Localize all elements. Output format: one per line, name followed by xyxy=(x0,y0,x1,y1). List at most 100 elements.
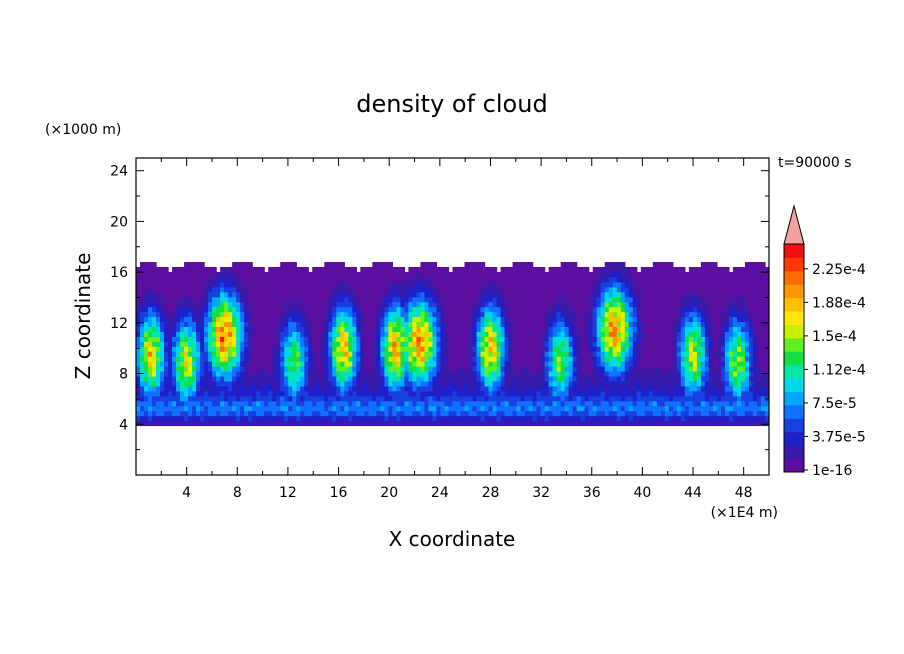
heatmap-cell xyxy=(724,331,730,337)
heatmap-cell xyxy=(640,405,646,412)
heatmap-cell xyxy=(672,370,678,377)
heatmap-cell xyxy=(584,316,590,323)
heatmap-cell xyxy=(744,301,750,308)
heatmap-cell xyxy=(420,341,426,347)
heatmap-cell xyxy=(560,395,566,402)
heatmap-cell xyxy=(292,415,297,422)
heatmap-cell xyxy=(500,395,506,402)
heatmap-cell xyxy=(704,380,710,387)
heatmap-cell xyxy=(704,356,710,362)
heatmap-cell xyxy=(332,331,337,337)
heatmap-cell xyxy=(652,331,658,337)
heatmap-cell xyxy=(284,276,289,283)
heatmap-cell xyxy=(444,341,450,347)
heatmap-cell xyxy=(372,316,377,323)
heatmap-cell xyxy=(480,286,486,293)
heatmap-cell xyxy=(144,366,149,372)
heatmap-cell xyxy=(320,271,325,278)
heatmap-cell xyxy=(500,356,506,362)
heatmap-cell xyxy=(644,316,650,323)
heatmap-cell xyxy=(176,405,181,412)
heatmap-cell xyxy=(572,351,578,357)
heatmap-cell xyxy=(428,281,434,288)
heatmap-cell xyxy=(660,336,666,342)
heatmap-cell xyxy=(292,321,297,327)
heatmap-cell xyxy=(376,276,381,283)
heatmap-cell xyxy=(528,311,534,318)
heatmap-cell xyxy=(264,311,269,318)
heatmap-cell xyxy=(468,370,474,377)
heatmap-cell xyxy=(300,276,305,283)
heatmap-cell xyxy=(248,351,253,357)
heatmap-cell xyxy=(728,370,734,377)
heatmap-cell xyxy=(516,321,522,327)
heatmap-cell xyxy=(572,400,578,407)
heatmap-cell xyxy=(420,390,426,397)
heatmap-cell xyxy=(412,316,418,323)
heatmap-cell xyxy=(696,296,702,303)
heatmap-cell xyxy=(396,301,402,308)
heatmap-cell xyxy=(412,380,418,387)
heatmap-cell xyxy=(576,366,582,372)
heatmap-cell xyxy=(228,341,233,347)
heatmap-cell xyxy=(500,380,506,387)
heatmap-cell xyxy=(156,420,161,427)
heatmap-cell xyxy=(156,415,161,422)
heatmap-cell xyxy=(616,405,622,412)
heatmap-cell xyxy=(404,405,410,412)
heatmap-cell xyxy=(580,400,586,407)
heatmap-cell xyxy=(580,370,586,377)
heatmap-cell xyxy=(744,366,750,372)
heatmap-cell xyxy=(748,311,754,318)
heatmap-cell xyxy=(556,321,562,327)
heatmap-cell xyxy=(724,271,730,278)
heatmap-cell xyxy=(596,296,602,303)
heatmap-cell xyxy=(728,346,734,352)
heatmap-cell xyxy=(428,361,434,367)
heatmap-cell xyxy=(716,326,722,332)
heatmap-cell xyxy=(732,346,738,352)
heatmap-cell xyxy=(272,281,277,288)
heatmap-cell xyxy=(464,366,470,372)
heatmap-cell xyxy=(376,266,381,273)
heatmap-cell xyxy=(560,361,566,367)
heatmap-cell xyxy=(584,366,590,372)
heatmap-cell xyxy=(312,331,317,337)
heatmap-cell xyxy=(488,395,494,402)
heatmap-cell xyxy=(320,336,325,342)
heatmap-cell xyxy=(652,341,658,347)
heatmap-cell xyxy=(740,415,746,422)
heatmap-cell xyxy=(516,356,522,362)
heatmap-cell xyxy=(712,311,718,318)
heatmap-cell xyxy=(712,346,718,352)
heatmap-cell xyxy=(312,326,317,332)
heatmap-cell xyxy=(440,361,446,367)
heatmap-cell xyxy=(212,281,217,288)
heatmap-cell xyxy=(276,271,281,278)
heatmap-cell xyxy=(580,390,586,397)
heatmap-cell xyxy=(500,351,506,357)
heatmap-cell xyxy=(524,286,530,293)
heatmap-cell xyxy=(428,271,434,278)
heatmap-cell xyxy=(352,336,357,342)
heatmap-cell xyxy=(572,370,578,377)
heatmap-cell xyxy=(396,380,402,387)
heatmap-cell xyxy=(588,346,594,352)
heatmap-cell xyxy=(728,276,734,283)
heatmap-cell xyxy=(688,356,694,362)
heatmap-cell xyxy=(412,351,418,357)
heatmap-cell xyxy=(632,341,638,347)
heatmap-cell xyxy=(520,361,526,367)
heatmap-cell xyxy=(724,306,730,313)
heatmap-cell xyxy=(424,395,430,402)
heatmap-cell xyxy=(708,336,714,342)
heatmap-cell xyxy=(564,286,570,293)
heatmap-cell xyxy=(340,356,345,362)
heatmap-cell xyxy=(348,276,353,283)
heatmap-cell xyxy=(420,346,426,352)
heatmap-cell xyxy=(344,326,349,332)
heatmap-cell xyxy=(272,316,277,323)
heatmap-cell xyxy=(680,395,686,402)
heatmap-cell xyxy=(748,336,754,342)
heatmap-cell xyxy=(328,390,333,397)
